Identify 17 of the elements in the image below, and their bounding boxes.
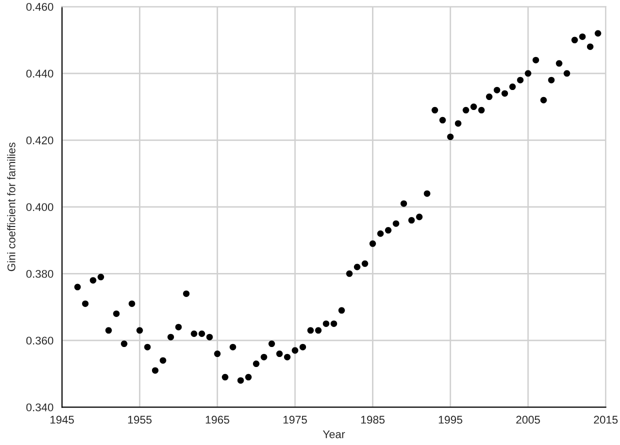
y-axis-title: Gini coefficient for families (7, 142, 16, 272)
y-tick-label: 0.440 (26, 70, 54, 78)
y-tick-label: 0.400 (26, 203, 54, 212)
x-tick-label: 1995 (438, 416, 462, 424)
y-tick-label: 0.420 (26, 136, 54, 144)
x-tick-label: 1985 (361, 416, 385, 424)
x-tick-label: 2015 (594, 416, 618, 424)
y-tick-label: 0.360 (26, 336, 54, 345)
x-tick-label: 1955 (128, 416, 152, 424)
y-tick-label: 0.380 (26, 270, 54, 278)
x-tick-label: 1975 (284, 416, 307, 424)
x-tick-label: 2005 (516, 416, 540, 424)
x-tick-label: 1945 (50, 416, 74, 424)
y-tick-label: 0.340 (26, 403, 54, 412)
y-tick-label: 0.460 (26, 2, 54, 11)
x-tick-label: 1965 (206, 416, 230, 424)
x-axis-title: Year (322, 430, 345, 438)
